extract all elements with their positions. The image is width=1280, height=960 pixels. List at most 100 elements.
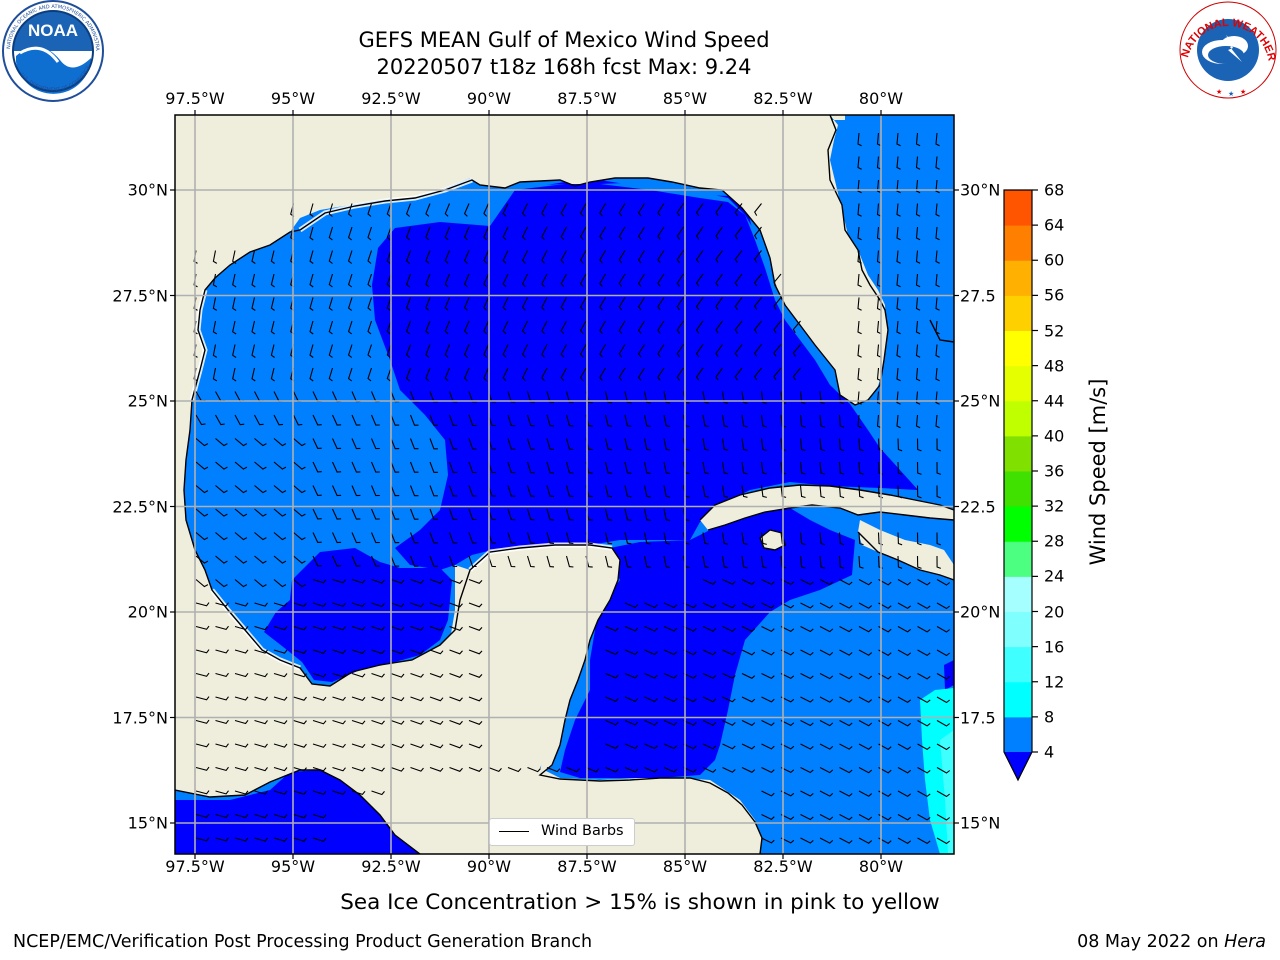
wind-barb (371, 649, 385, 655)
wind-barb (332, 414, 342, 426)
wind-barb (857, 297, 862, 311)
wind-barb (683, 743, 697, 750)
wind-barb (599, 367, 606, 381)
wind-barb (604, 532, 613, 545)
wind-barb (754, 367, 762, 381)
wind-barb (800, 696, 814, 703)
footer-machine: Hera (1224, 932, 1266, 952)
wind-barb (483, 367, 489, 382)
wind-barb (722, 696, 736, 703)
wind-barb (916, 555, 922, 569)
legend-line-swatch (499, 831, 529, 832)
colorbar-tick-label: 64 (1044, 215, 1065, 235)
wind-barb (546, 508, 555, 521)
wind-barb (507, 485, 516, 497)
wind-barb (916, 532, 922, 546)
wind-barb (507, 555, 516, 568)
wind-barb (935, 132, 940, 147)
svg-text:★: ★ (1228, 90, 1234, 98)
wind-barb (702, 532, 709, 545)
colorbar-tick-label: 20 (1044, 602, 1065, 621)
wind-barb (251, 344, 256, 358)
wind-barb (761, 790, 775, 797)
wind-barb (819, 673, 834, 680)
wind-barb (624, 649, 639, 656)
wind-barb (624, 555, 632, 568)
wind-barb (502, 226, 509, 241)
wind-barb (351, 461, 361, 473)
wind-barb (657, 273, 665, 287)
wind-barb (347, 273, 353, 288)
wind-barb (370, 555, 380, 567)
wind-barb (273, 743, 288, 748)
wind-barb (702, 414, 709, 428)
wind-barb (917, 602, 931, 610)
wind-barb (273, 649, 288, 654)
map-title-line2: 20220507 t18z 168h fcst Max: 9.24 (376, 55, 752, 79)
wind-barb (541, 320, 548, 335)
wind-barb (425, 320, 431, 335)
wind-barb (386, 250, 392, 264)
wind-barb (676, 226, 684, 240)
wind-barb (449, 766, 463, 772)
wind-barb (463, 367, 470, 382)
wind-barb (702, 673, 717, 679)
east-edge-calm (944, 660, 954, 690)
wind-barb (702, 720, 717, 726)
wind-barb (604, 461, 613, 474)
wind-barb (347, 344, 353, 358)
wind-barb (370, 461, 380, 473)
wind-barb (858, 720, 873, 727)
wind-barb (618, 273, 626, 287)
map-area (175, 115, 954, 854)
wind-barb (792, 367, 801, 381)
wind-barb (917, 720, 931, 727)
wind-barb (405, 226, 412, 241)
wind-barb (468, 578, 483, 584)
lat-label-right: 17.5 (960, 708, 996, 727)
wind-barb (386, 273, 392, 288)
wind-barb (293, 837, 307, 842)
wind-barb (371, 766, 385, 772)
wind-barb (332, 602, 346, 607)
wind-barb (896, 414, 901, 429)
wind-barb (351, 508, 361, 520)
wind-barb (468, 414, 477, 427)
wind-barb (780, 814, 795, 821)
wind-barb (232, 297, 237, 311)
wind-barb (410, 649, 424, 655)
wind-barb (312, 532, 322, 543)
wind-barb (444, 203, 451, 217)
wind-barb (915, 344, 921, 358)
lon-label-bottom: 85°W (662, 857, 708, 876)
wind-barb (663, 672, 678, 679)
wind-barb (643, 555, 651, 568)
wind-barb (293, 790, 307, 795)
wind-barb (293, 766, 307, 772)
wind-barb (800, 626, 814, 633)
wind-barb (312, 837, 327, 842)
wind-barb (371, 625, 385, 631)
wind-barb (935, 203, 940, 217)
wind-barb (405, 367, 412, 382)
wind-barb (761, 579, 775, 586)
wind-barb (215, 790, 229, 795)
wind-barb (215, 579, 228, 588)
wind-barb (936, 743, 951, 751)
wind-barb (444, 297, 451, 311)
wind-barb (637, 367, 645, 381)
wind-barb (644, 696, 658, 703)
wind-barb (819, 485, 825, 499)
wind-barb (915, 250, 921, 264)
wind-barb (502, 320, 509, 335)
wind-barb (799, 414, 806, 428)
wind-barb (876, 391, 882, 405)
wind-barb (254, 649, 268, 654)
wind-barb (734, 297, 743, 310)
wind-barb (254, 696, 268, 701)
wind-barb (936, 555, 941, 569)
wind-barb (560, 344, 567, 358)
wind-barb (936, 649, 951, 657)
wind-barb (293, 696, 307, 701)
